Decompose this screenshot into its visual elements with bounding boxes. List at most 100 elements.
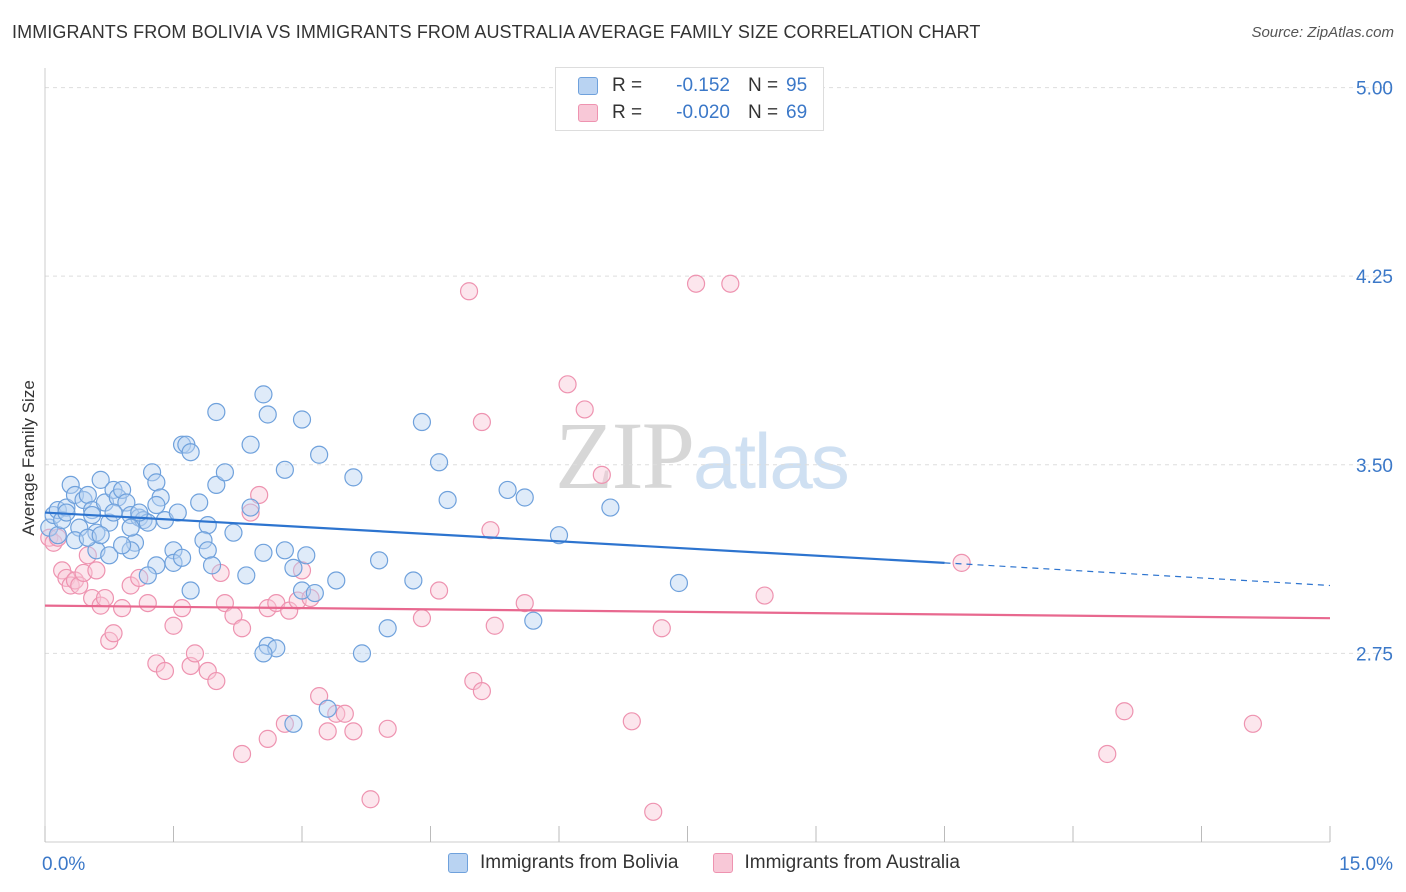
australia-point xyxy=(485,616,504,635)
australia-point xyxy=(652,619,671,638)
bolivia-point xyxy=(202,556,222,575)
australia-point xyxy=(575,400,594,419)
bolivia-point xyxy=(601,498,620,517)
watermark-zip: ZIP xyxy=(555,402,695,509)
australia-point xyxy=(644,802,663,821)
legend-r-value: -0.152 xyxy=(676,75,730,96)
bolivia-point xyxy=(57,498,76,517)
australia-point xyxy=(310,687,329,706)
australia-point xyxy=(95,588,115,608)
australia-point xyxy=(172,599,192,618)
legend-n-value: 95 xyxy=(786,75,808,96)
legend-r-label: R = xyxy=(612,75,643,96)
australia-point xyxy=(164,616,183,635)
source-label[interactable]: Source: ZipAtlas.com xyxy=(1251,24,1394,41)
australia-point xyxy=(112,599,132,618)
bolivia-point xyxy=(498,480,517,500)
australia-point xyxy=(755,586,774,605)
bolivia-point xyxy=(78,485,97,505)
legend-r-label: R = xyxy=(612,102,643,123)
australia-point xyxy=(250,485,269,505)
australia-point xyxy=(378,719,397,738)
australia-point xyxy=(1115,702,1134,721)
legend-label-australia: Immigrants from Australia xyxy=(744,852,960,873)
bolivia-point xyxy=(370,551,389,570)
bolivia-point xyxy=(237,566,256,585)
watermark: ZIPatlas xyxy=(555,400,850,511)
bolivia-point xyxy=(254,644,273,663)
bolivia-point xyxy=(198,541,217,560)
australia-point xyxy=(558,375,577,394)
australia-point xyxy=(686,274,706,293)
australia-point xyxy=(318,722,337,741)
legend-item-bolivia[interactable]: Immigrants from Bolivia xyxy=(448,852,679,874)
bolivia-point xyxy=(429,453,449,472)
bolivia-point xyxy=(549,526,569,545)
bolivia-point xyxy=(515,488,534,507)
bolivia-point xyxy=(207,475,226,495)
bolivia-point xyxy=(258,405,277,424)
australia-trend-line xyxy=(44,604,1331,620)
legend-row-bolivia: R = -0.152 N = 95 xyxy=(578,73,807,99)
australia-point xyxy=(335,704,354,723)
bolivia-point xyxy=(310,445,329,464)
bolivia-point xyxy=(61,475,80,495)
bolivia-point xyxy=(241,435,260,454)
australia-point xyxy=(622,712,641,731)
bolivia-point xyxy=(100,546,119,565)
y-tick-label: 3.50 xyxy=(1356,456,1393,477)
bolivia-points xyxy=(40,385,689,733)
bolivia-point xyxy=(318,699,337,718)
legend-swatch-australia xyxy=(712,853,733,873)
bolivia-point xyxy=(412,412,432,432)
bolivia-point xyxy=(112,536,132,555)
bolivia-point xyxy=(254,543,273,562)
bolivia-point xyxy=(378,619,397,638)
bolivia-point xyxy=(327,571,346,590)
australia-point xyxy=(104,624,123,643)
bolivia-point xyxy=(147,495,166,515)
bolivia-point xyxy=(181,443,200,462)
australia-point xyxy=(515,593,534,613)
australia-point xyxy=(258,729,277,748)
chart-title: IMMIGRANTS FROM BOLIVIA VS IMMIGRANTS FR… xyxy=(12,22,981,42)
bolivia-point xyxy=(284,558,303,577)
bolivia-point xyxy=(168,503,187,522)
bolivia-point xyxy=(224,523,243,542)
bolivia-point xyxy=(164,553,183,572)
y-tick-label: 2.75 xyxy=(1356,644,1393,665)
bolivia-point xyxy=(254,385,273,404)
australia-point xyxy=(185,644,205,663)
watermark-atlas: atlas xyxy=(693,417,850,505)
bolivia-point xyxy=(404,571,423,590)
bolivia-point xyxy=(91,470,110,489)
australia-point xyxy=(429,581,449,600)
bolivia-point xyxy=(100,513,119,532)
x-tick-label: 15.0% xyxy=(1339,854,1393,875)
bolivia-point xyxy=(524,611,543,630)
bolivia-point xyxy=(198,516,217,535)
trend-lines xyxy=(44,511,1331,620)
bolivia-point xyxy=(48,526,67,545)
tick-labels: 2.75 3.50 4.25 5.00 0.0% 15.0% xyxy=(42,79,1393,875)
australia-point xyxy=(472,682,491,701)
bolivia-point xyxy=(121,541,140,560)
bolivia-point xyxy=(147,473,166,492)
bolivia-point xyxy=(181,581,200,600)
australia-point xyxy=(344,722,363,741)
australia-point xyxy=(361,790,380,809)
bolivia-point xyxy=(284,714,303,733)
legend-swatch-bolivia xyxy=(448,853,468,873)
legend-row-australia: R = -0.020 N = 69 xyxy=(578,100,807,126)
australia-point xyxy=(87,561,106,580)
legend-item-australia[interactable]: Immigrants from Australia xyxy=(712,852,960,874)
bolivia-point xyxy=(138,566,157,585)
axes xyxy=(44,68,1331,843)
bolivia-point xyxy=(142,463,162,482)
legend-n-label: N = xyxy=(748,75,779,96)
legend-n-value: 69 xyxy=(786,102,808,123)
bolivia-point xyxy=(190,493,209,512)
australia-point xyxy=(481,521,500,540)
bolivia-point xyxy=(344,468,363,487)
